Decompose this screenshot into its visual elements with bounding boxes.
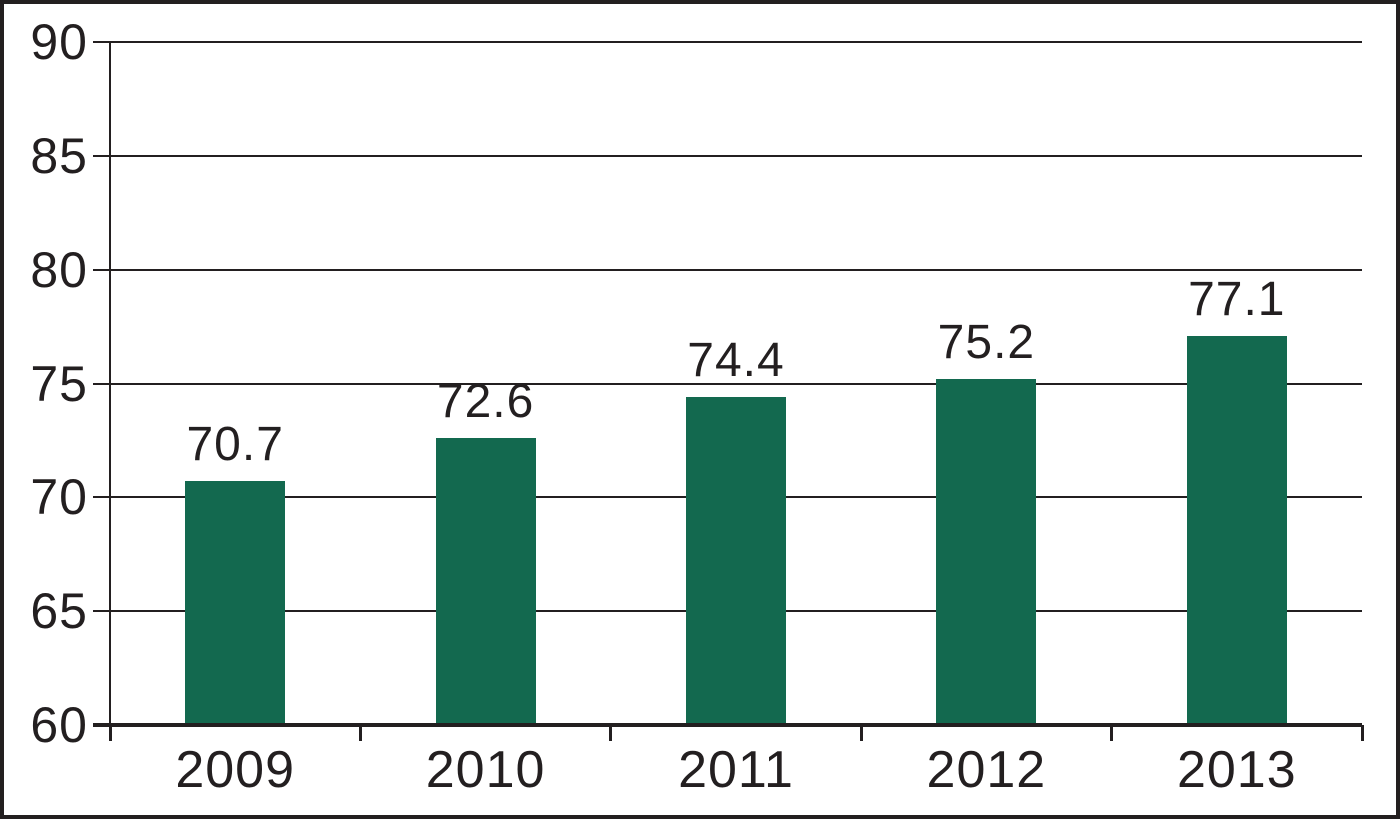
bar-2009 bbox=[185, 481, 286, 725]
bar-value-label: 74.4 bbox=[687, 334, 785, 388]
gridline-75 bbox=[93, 382, 1362, 385]
bar-value-label: 72.6 bbox=[436, 375, 535, 429]
bar-2010 bbox=[435, 438, 536, 725]
x-axis-tick-1 bbox=[358, 725, 362, 741]
y-axis-tick-label: 70 bbox=[30, 469, 88, 526]
x-axis-tick-3 bbox=[859, 725, 863, 741]
y-axis-tick-label: 80 bbox=[30, 241, 88, 298]
bar-2012 bbox=[936, 378, 1037, 725]
x-axis-line bbox=[93, 723, 1362, 727]
x-axis-category-label: 2013 bbox=[1176, 741, 1297, 799]
bar-value-label: 77.1 bbox=[1188, 272, 1286, 326]
bar-value-label: 75.2 bbox=[937, 315, 1036, 369]
x-axis-tick-5 bbox=[1360, 725, 1364, 741]
x-axis-category-label: 2009 bbox=[175, 741, 296, 799]
y-axis-line bbox=[109, 42, 111, 741]
x-axis-category-label: 2011 bbox=[678, 741, 794, 799]
gridline-80 bbox=[93, 268, 1362, 271]
x-axis-tick-4 bbox=[1110, 725, 1114, 741]
y-axis-tick-label: 90 bbox=[30, 14, 88, 70]
x-axis-tick-2 bbox=[609, 725, 613, 741]
x-axis-category-label: 2010 bbox=[425, 741, 546, 799]
x-axis-tick-0 bbox=[108, 725, 112, 741]
gridline-90 bbox=[93, 41, 1362, 43]
bar-2013 bbox=[1186, 335, 1287, 725]
y-axis-tick-label: 75 bbox=[30, 355, 88, 412]
bar-value-label: 70.7 bbox=[186, 418, 284, 472]
bar-2011 bbox=[686, 397, 786, 725]
gridline-85 bbox=[93, 154, 1362, 157]
y-axis-tick-label: 65 bbox=[30, 583, 88, 640]
x-axis-category-label: 2012 bbox=[926, 741, 1047, 799]
y-axis-tick-label: 85 bbox=[30, 127, 88, 184]
y-axis-tick-label: 60 bbox=[30, 697, 88, 753]
